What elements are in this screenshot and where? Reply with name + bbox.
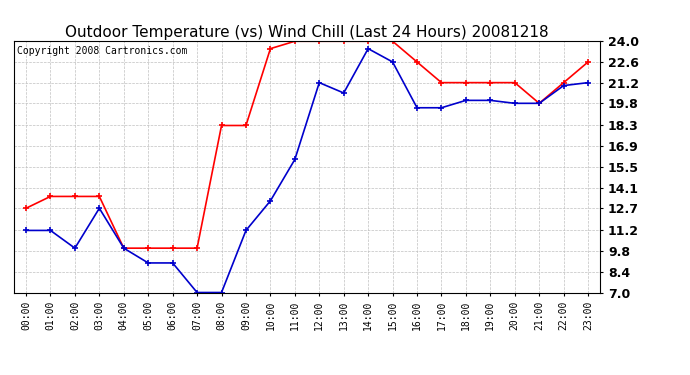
Text: Copyright 2008 Cartronics.com: Copyright 2008 Cartronics.com xyxy=(17,46,187,56)
Title: Outdoor Temperature (vs) Wind Chill (Last 24 Hours) 20081218: Outdoor Temperature (vs) Wind Chill (Las… xyxy=(66,25,549,40)
